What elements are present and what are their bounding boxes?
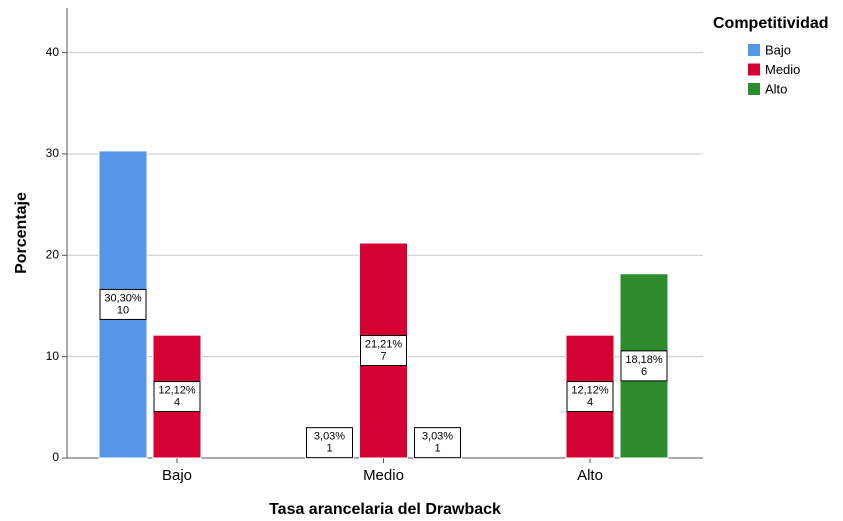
legend-swatch xyxy=(748,63,760,76)
data-label-box xyxy=(620,350,668,382)
data-label: 3,03% xyxy=(422,431,453,443)
data-label-box xyxy=(99,288,147,320)
data-label-count: 1 xyxy=(326,443,332,455)
data-label-box xyxy=(306,427,353,459)
data-label-count: 4 xyxy=(174,396,180,408)
y-axis-title: Porcentaje xyxy=(13,192,30,274)
y-tick-label: 20 xyxy=(46,247,60,261)
legend-label: Medio xyxy=(765,62,800,77)
data-label: 3,03% xyxy=(314,431,345,443)
data-label: 12,12% xyxy=(158,384,196,396)
data-label-count: 10 xyxy=(117,304,129,316)
data-label: 18,18% xyxy=(625,354,663,366)
y-tick-label: 40 xyxy=(46,45,60,59)
data-label: 30,30% xyxy=(104,292,142,304)
x-tick-label: Alto xyxy=(577,467,603,484)
data-label-box xyxy=(153,381,201,413)
data-label-box xyxy=(360,335,407,367)
data-label-count: 4 xyxy=(587,396,593,408)
x-tick-label: Medio xyxy=(363,467,404,484)
data-label-count: 7 xyxy=(380,350,386,362)
y-tick-label: 10 xyxy=(46,349,60,363)
legend-label: Bajo xyxy=(765,42,791,57)
data-label-box xyxy=(566,381,614,413)
legend-label: Alto xyxy=(765,81,787,96)
x-tick-label: Bajo xyxy=(162,467,192,484)
data-label: 12,12% xyxy=(571,384,609,396)
legend-swatch xyxy=(748,44,760,56)
data-label-count: 1 xyxy=(434,443,440,455)
legend-swatch xyxy=(748,83,760,95)
data-label-count: 6 xyxy=(641,366,647,378)
x-axis-title: Tasa arancelaria del Drawback xyxy=(269,501,501,518)
data-label-box xyxy=(414,427,461,459)
legend-title: Competitividad xyxy=(713,15,829,32)
data-label: 21,21% xyxy=(365,338,403,350)
y-tick-label: 30 xyxy=(46,146,60,160)
y-tick-label: 0 xyxy=(52,450,59,464)
